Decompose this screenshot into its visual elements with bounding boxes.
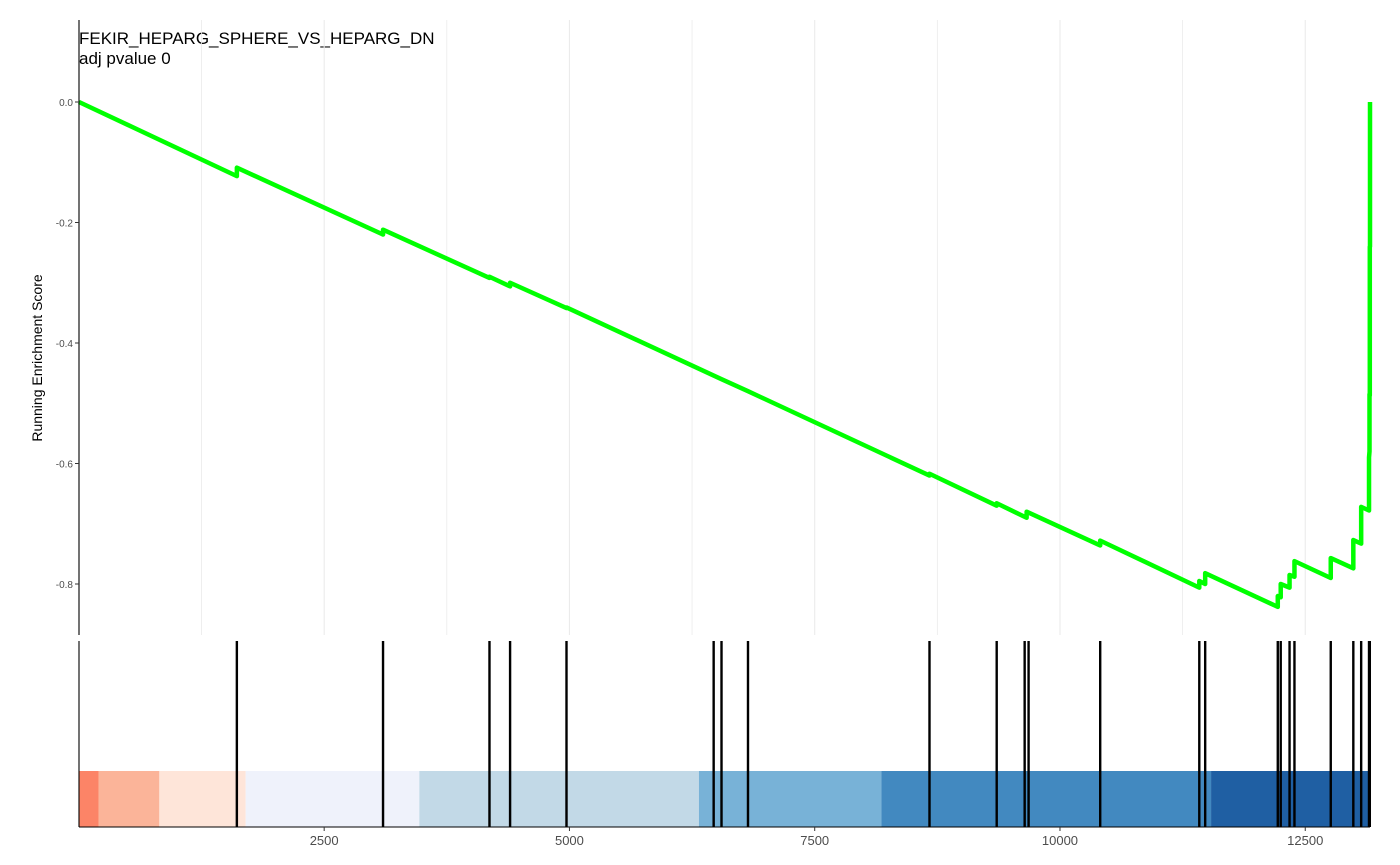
rank-band xyxy=(79,771,99,827)
y-tick-label: -0.4 xyxy=(56,339,74,350)
y-tick-label: -0.6 xyxy=(56,460,74,471)
y-tick-label: 0.0 xyxy=(59,98,73,109)
axes xyxy=(78,20,1370,828)
rank-band xyxy=(419,771,699,827)
x-tick-label: 2500 xyxy=(310,833,339,848)
gene-hit-marks xyxy=(235,641,1372,827)
enrichment-line-group xyxy=(78,99,1373,610)
rank-band xyxy=(159,771,246,827)
y-tick-label: -0.2 xyxy=(56,219,74,230)
enrichment-score-line xyxy=(78,99,1373,610)
rank-band xyxy=(881,771,1212,827)
y-ticks: 0.0 -0.2 -0.4 -0.6 -0.8 xyxy=(56,98,79,591)
x-tick-label: 5000 xyxy=(555,833,584,848)
x-ticks: 2500 5000 7500 10000 12500 xyxy=(310,827,1323,848)
y-axis-label: Running Enrichment Score xyxy=(29,274,45,442)
x-tick-label: 10000 xyxy=(1042,833,1078,848)
rank-band xyxy=(245,771,420,827)
chart-title: FEKIR_HEPARG_SPHERE_VS_HEPARG_DN xyxy=(79,29,435,48)
y-tick-label: -0.8 xyxy=(56,580,74,591)
x-tick-label: 12500 xyxy=(1287,833,1323,848)
chart-subtitle: adj pvalue 0 xyxy=(79,49,171,68)
gridlines xyxy=(201,20,1306,635)
rank-band xyxy=(98,771,160,827)
rank-band xyxy=(698,771,882,827)
rank-color-bar xyxy=(79,771,1370,827)
x-tick-label: 7500 xyxy=(800,833,829,848)
